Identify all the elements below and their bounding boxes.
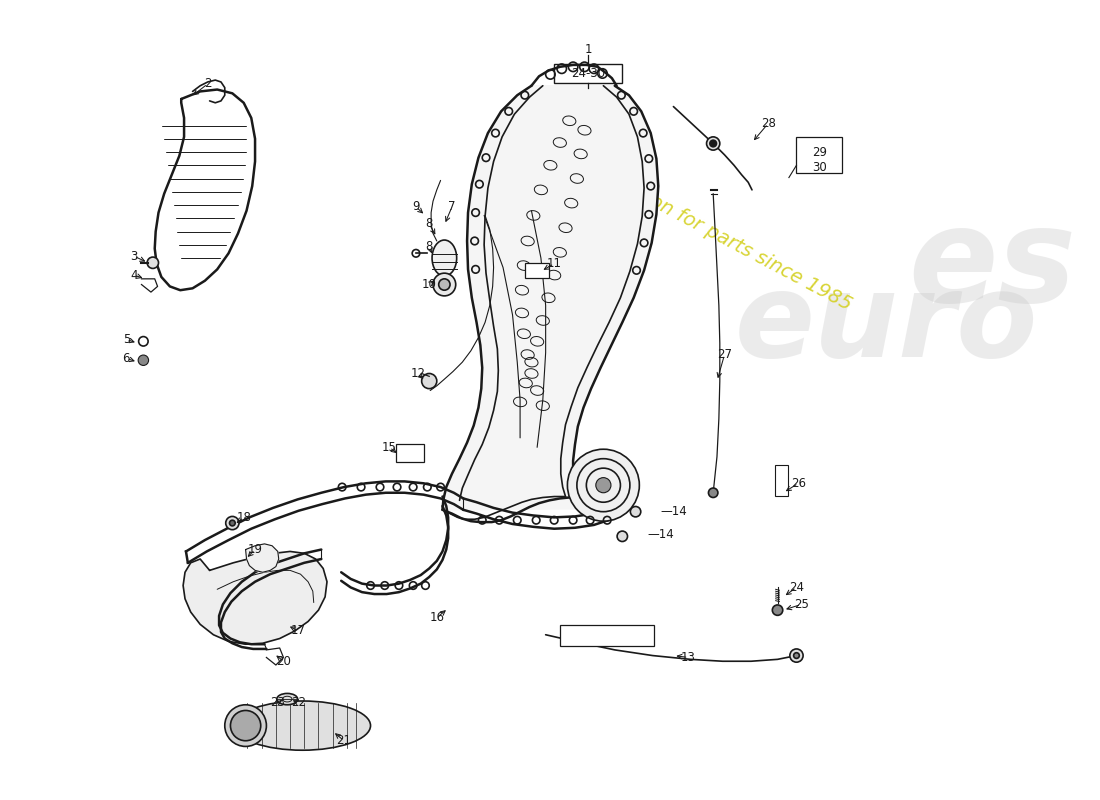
Circle shape xyxy=(708,488,718,498)
Circle shape xyxy=(231,710,261,741)
Circle shape xyxy=(710,140,716,147)
Text: 19: 19 xyxy=(248,543,263,556)
Text: 24: 24 xyxy=(789,581,804,594)
Text: 12: 12 xyxy=(410,367,426,380)
Polygon shape xyxy=(155,90,255,290)
Text: 27: 27 xyxy=(717,348,732,361)
Circle shape xyxy=(439,279,450,290)
Circle shape xyxy=(226,517,239,530)
Circle shape xyxy=(230,520,235,526)
Text: 16: 16 xyxy=(429,611,444,624)
Polygon shape xyxy=(245,544,278,572)
Text: 5: 5 xyxy=(122,333,130,346)
Text: 8: 8 xyxy=(426,240,433,253)
Circle shape xyxy=(706,137,719,150)
Circle shape xyxy=(433,273,455,296)
Circle shape xyxy=(772,605,783,615)
Text: 22: 22 xyxy=(292,696,306,710)
Ellipse shape xyxy=(432,240,456,276)
Text: 11: 11 xyxy=(547,257,562,270)
Polygon shape xyxy=(442,86,658,510)
Text: 10: 10 xyxy=(421,278,437,291)
Text: es: es xyxy=(909,202,1076,329)
FancyBboxPatch shape xyxy=(560,626,654,646)
Text: 17: 17 xyxy=(292,625,306,638)
Text: 6: 6 xyxy=(122,352,130,365)
Text: 3: 3 xyxy=(130,250,138,262)
Text: 30: 30 xyxy=(812,161,826,174)
Circle shape xyxy=(793,653,800,658)
FancyBboxPatch shape xyxy=(774,466,788,495)
Text: euro: euro xyxy=(735,266,1038,382)
Text: 18: 18 xyxy=(236,511,251,524)
Polygon shape xyxy=(183,551,327,644)
Text: —14: —14 xyxy=(647,528,673,541)
Circle shape xyxy=(630,506,641,517)
Ellipse shape xyxy=(277,694,298,705)
Text: 29: 29 xyxy=(812,146,827,158)
FancyBboxPatch shape xyxy=(525,262,549,278)
Circle shape xyxy=(596,478,611,493)
Circle shape xyxy=(790,649,803,662)
Text: 24-30: 24-30 xyxy=(571,67,605,80)
Text: 1: 1 xyxy=(584,43,592,56)
Text: 13: 13 xyxy=(681,651,696,664)
Text: 15: 15 xyxy=(382,441,397,454)
Text: a passion for parts since 1985: a passion for parts since 1985 xyxy=(586,160,855,314)
Circle shape xyxy=(617,531,627,542)
Text: 7: 7 xyxy=(448,201,455,214)
Text: 8: 8 xyxy=(426,218,433,230)
Text: —14: —14 xyxy=(660,505,686,518)
Circle shape xyxy=(224,705,266,746)
Ellipse shape xyxy=(234,701,371,750)
Circle shape xyxy=(568,450,639,521)
Text: 26: 26 xyxy=(791,477,806,490)
Text: 4: 4 xyxy=(130,269,138,282)
Text: 2: 2 xyxy=(204,78,211,90)
FancyBboxPatch shape xyxy=(396,445,425,462)
Circle shape xyxy=(147,257,158,269)
Text: 21: 21 xyxy=(337,734,352,747)
Text: 25: 25 xyxy=(794,598,808,611)
Text: 23: 23 xyxy=(271,696,285,710)
Text: 28: 28 xyxy=(760,117,775,130)
Text: 20: 20 xyxy=(276,654,290,668)
Circle shape xyxy=(139,355,148,366)
Circle shape xyxy=(421,374,437,389)
Text: 9: 9 xyxy=(412,201,420,214)
